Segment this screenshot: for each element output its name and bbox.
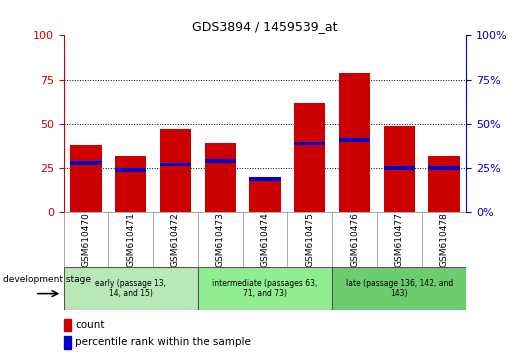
Bar <box>70 161 102 165</box>
Bar <box>205 159 236 163</box>
Bar <box>205 143 236 212</box>
Text: GSM610470: GSM610470 <box>82 212 91 267</box>
Text: GSM610474: GSM610474 <box>261 212 269 267</box>
Text: GSM610477: GSM610477 <box>395 212 404 267</box>
Bar <box>339 73 370 212</box>
Bar <box>64 336 71 349</box>
Bar <box>384 166 415 170</box>
Bar <box>64 267 198 310</box>
Bar <box>294 142 325 145</box>
Bar <box>294 103 325 212</box>
Bar <box>160 163 191 166</box>
Bar <box>64 319 71 331</box>
Bar <box>249 179 281 212</box>
Bar <box>428 166 460 170</box>
Title: GDS3894 / 1459539_at: GDS3894 / 1459539_at <box>192 20 338 33</box>
Bar <box>160 129 191 212</box>
Bar <box>115 156 146 212</box>
Bar <box>332 267 466 310</box>
Text: GSM610472: GSM610472 <box>171 212 180 267</box>
Text: count: count <box>75 320 104 330</box>
Bar <box>70 145 102 212</box>
Text: GSM610476: GSM610476 <box>350 212 359 267</box>
Text: percentile rank within the sample: percentile rank within the sample <box>75 337 251 347</box>
Text: late (passage 136, 142, and
143): late (passage 136, 142, and 143) <box>346 279 453 298</box>
Text: early (passage 13,
14, and 15): early (passage 13, 14, and 15) <box>95 279 166 298</box>
Bar <box>198 267 332 310</box>
Bar <box>339 138 370 142</box>
Text: GSM610473: GSM610473 <box>216 212 225 267</box>
Bar <box>428 156 460 212</box>
Text: GSM610471: GSM610471 <box>126 212 135 267</box>
Bar <box>249 177 281 181</box>
Text: development stage: development stage <box>3 275 91 284</box>
Text: GSM610478: GSM610478 <box>439 212 448 267</box>
Text: GSM610475: GSM610475 <box>305 212 314 267</box>
Bar <box>384 126 415 212</box>
Bar <box>115 168 146 172</box>
Text: intermediate (passages 63,
71, and 73): intermediate (passages 63, 71, and 73) <box>213 279 317 298</box>
